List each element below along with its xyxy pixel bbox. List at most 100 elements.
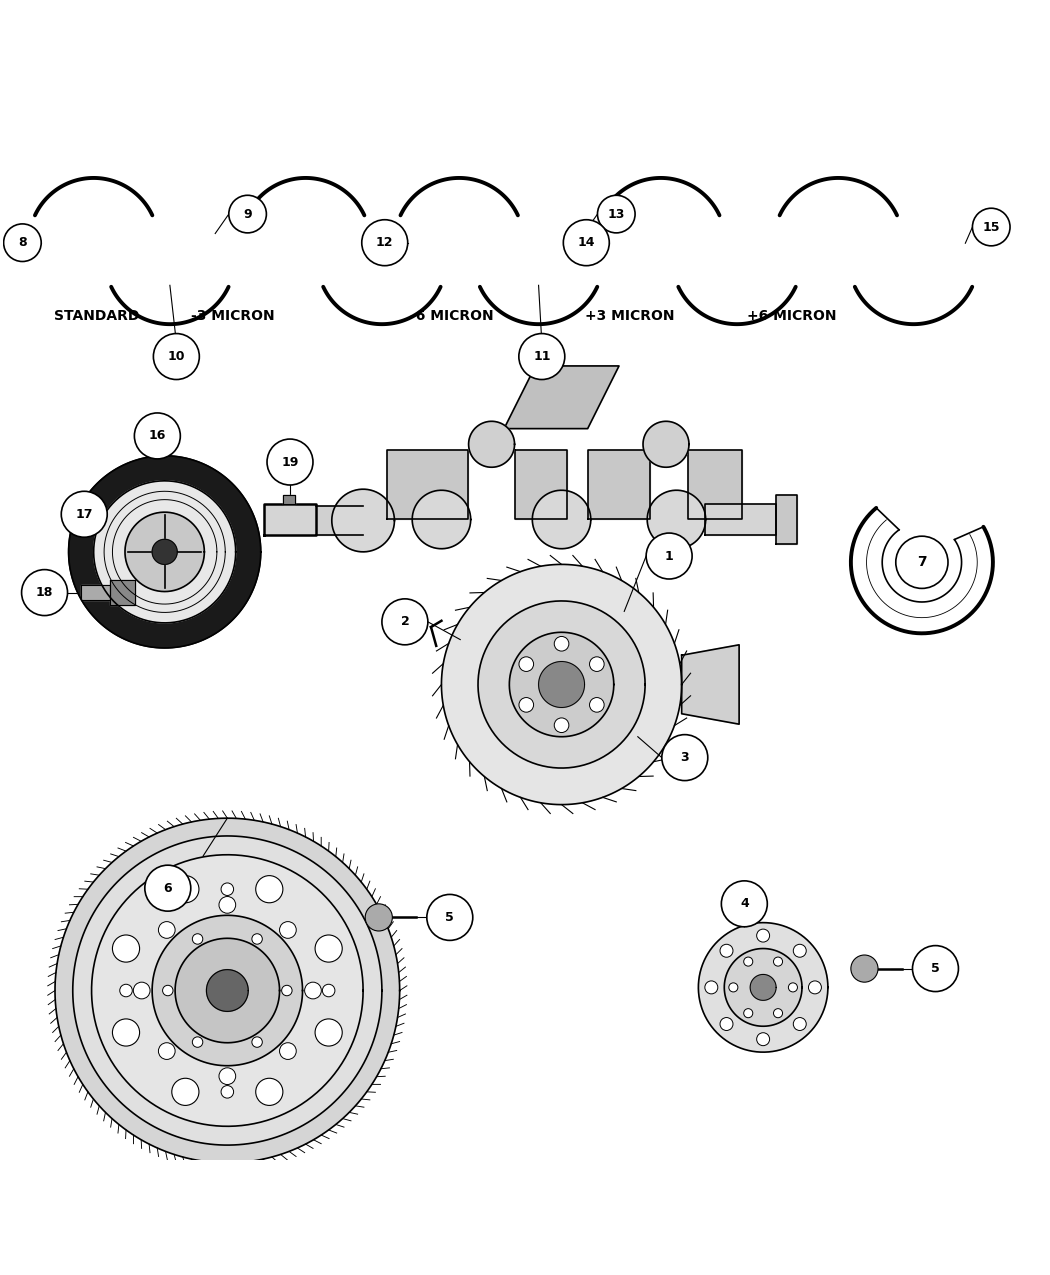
- Circle shape: [145, 866, 191, 912]
- Polygon shape: [81, 585, 110, 601]
- Circle shape: [896, 537, 948, 588]
- Text: 2: 2: [400, 616, 410, 629]
- Polygon shape: [504, 366, 620, 428]
- Polygon shape: [698, 923, 827, 1052]
- Polygon shape: [207, 969, 248, 1011]
- Polygon shape: [647, 490, 706, 548]
- Polygon shape: [264, 504, 316, 536]
- Circle shape: [362, 219, 407, 265]
- Text: +3 MICRON: +3 MICRON: [585, 309, 674, 323]
- Polygon shape: [72, 836, 382, 1145]
- Circle shape: [554, 718, 569, 733]
- Circle shape: [519, 334, 565, 380]
- Circle shape: [743, 958, 753, 966]
- Text: 13: 13: [608, 208, 625, 221]
- Circle shape: [519, 697, 533, 713]
- Circle shape: [112, 935, 140, 963]
- Polygon shape: [152, 915, 302, 1066]
- Circle shape: [120, 984, 132, 997]
- Circle shape: [589, 657, 604, 672]
- Circle shape: [743, 1009, 753, 1017]
- Circle shape: [256, 1079, 282, 1105]
- Polygon shape: [332, 490, 395, 552]
- Circle shape: [757, 1033, 770, 1045]
- Circle shape: [646, 533, 692, 579]
- Polygon shape: [68, 455, 260, 648]
- Text: 10: 10: [168, 351, 185, 363]
- Text: 4: 4: [740, 898, 749, 910]
- Polygon shape: [724, 949, 802, 1026]
- Circle shape: [365, 904, 393, 931]
- Circle shape: [192, 933, 203, 945]
- Text: 1: 1: [665, 550, 673, 562]
- Circle shape: [705, 980, 718, 994]
- Circle shape: [720, 1017, 733, 1030]
- Polygon shape: [282, 496, 295, 504]
- Circle shape: [789, 983, 797, 992]
- Text: -3 MICRON: -3 MICRON: [191, 309, 274, 323]
- Circle shape: [304, 982, 321, 998]
- Text: 5: 5: [931, 963, 940, 975]
- Circle shape: [256, 876, 282, 903]
- Polygon shape: [509, 632, 614, 737]
- Circle shape: [133, 982, 150, 998]
- Text: 7: 7: [917, 556, 927, 570]
- Polygon shape: [643, 421, 689, 467]
- Polygon shape: [681, 645, 739, 724]
- Text: 6: 6: [164, 882, 172, 895]
- Text: 14: 14: [578, 236, 595, 249]
- Circle shape: [322, 984, 335, 997]
- Text: STANDARD: STANDARD: [55, 309, 140, 323]
- Circle shape: [3, 224, 41, 261]
- Circle shape: [721, 881, 768, 927]
- Polygon shape: [413, 490, 470, 548]
- Circle shape: [426, 895, 472, 941]
- Circle shape: [315, 1019, 342, 1046]
- Polygon shape: [125, 513, 205, 592]
- Circle shape: [662, 734, 708, 780]
- Polygon shape: [441, 565, 681, 805]
- Polygon shape: [776, 496, 797, 543]
- Text: -6 MICRON: -6 MICRON: [411, 309, 494, 323]
- Text: 11: 11: [533, 351, 550, 363]
- Text: 15: 15: [983, 221, 1000, 233]
- Circle shape: [808, 980, 821, 994]
- Polygon shape: [705, 504, 776, 536]
- Polygon shape: [110, 580, 135, 606]
- Polygon shape: [175, 938, 279, 1043]
- Circle shape: [219, 896, 235, 913]
- Polygon shape: [750, 974, 776, 1001]
- Circle shape: [774, 1009, 782, 1017]
- Circle shape: [159, 1043, 175, 1060]
- Circle shape: [61, 491, 107, 537]
- Circle shape: [172, 1079, 198, 1105]
- Polygon shape: [539, 662, 585, 708]
- Circle shape: [163, 986, 173, 996]
- Circle shape: [267, 439, 313, 484]
- Polygon shape: [316, 506, 363, 536]
- Circle shape: [589, 697, 604, 713]
- Polygon shape: [532, 490, 591, 548]
- Circle shape: [222, 1085, 233, 1098]
- Polygon shape: [478, 601, 645, 768]
- Circle shape: [720, 945, 733, 958]
- Polygon shape: [514, 450, 567, 519]
- Circle shape: [972, 208, 1010, 246]
- Circle shape: [22, 570, 67, 616]
- Circle shape: [222, 884, 233, 895]
- Circle shape: [159, 922, 175, 938]
- Polygon shape: [387, 450, 467, 519]
- Circle shape: [794, 945, 806, 958]
- Text: 17: 17: [76, 507, 93, 520]
- Circle shape: [729, 983, 738, 992]
- Text: 8: 8: [18, 236, 26, 249]
- Circle shape: [252, 1037, 262, 1047]
- Circle shape: [153, 334, 200, 380]
- Circle shape: [229, 195, 267, 233]
- Circle shape: [134, 413, 181, 459]
- Circle shape: [774, 958, 782, 966]
- Circle shape: [794, 1017, 806, 1030]
- Polygon shape: [588, 450, 650, 519]
- Polygon shape: [688, 450, 742, 519]
- Circle shape: [219, 1067, 235, 1085]
